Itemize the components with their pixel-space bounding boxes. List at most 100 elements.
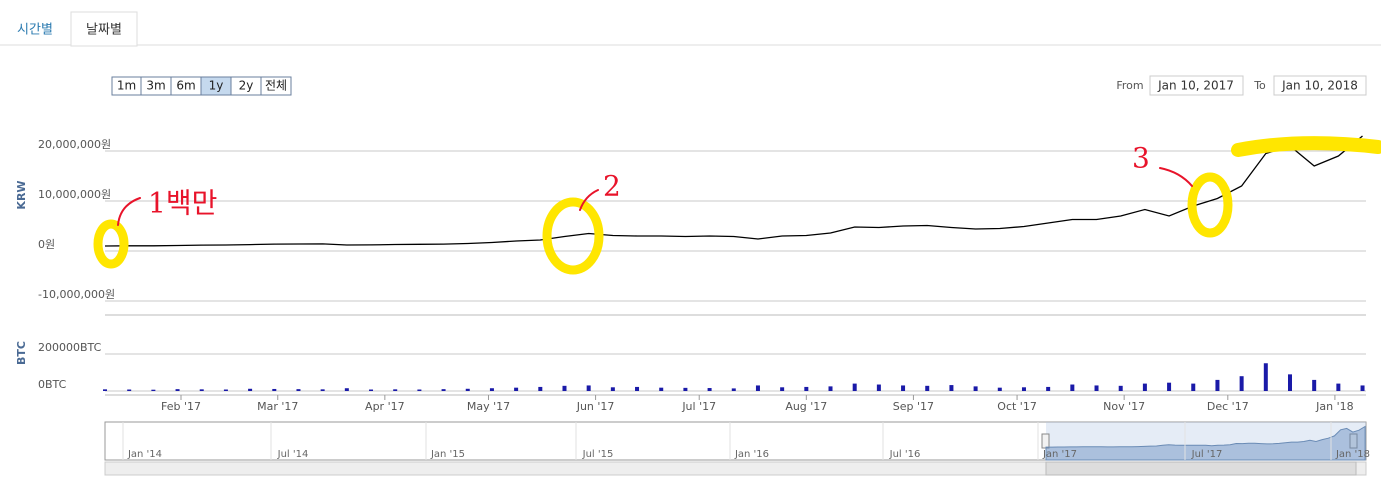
volume-bar <box>1046 386 1051 391</box>
volume-bar <box>1287 374 1292 391</box>
x-tick-label: Dec '17 <box>1207 400 1249 413</box>
x-tick-label: Nov '17 <box>1103 400 1145 413</box>
x-tick-label: Oct '17 <box>997 400 1037 413</box>
range-button-label[interactable]: 1y <box>209 79 224 93</box>
navigator-handle[interactable] <box>1349 433 1358 449</box>
volume-bar <box>417 389 422 391</box>
volume-bar <box>514 387 519 391</box>
navigator-label: Jul '14 <box>277 449 309 460</box>
volume-bar <box>876 384 881 391</box>
volume-bar <box>707 388 712 391</box>
range-button-label[interactable]: 1m <box>117 79 136 93</box>
range-button[interactable] <box>260 76 292 96</box>
volume-bar <box>248 388 253 391</box>
from-label: From <box>1116 79 1143 92</box>
volume-bar <box>151 389 156 391</box>
volume-bar <box>320 389 325 391</box>
navigator-label: Jan '15 <box>430 449 465 460</box>
tab[interactable]: 날짜별 <box>86 23 122 38</box>
volume-bar <box>538 386 543 391</box>
range-button-label[interactable]: 6m <box>176 79 195 93</box>
volume-bar <box>1118 385 1123 391</box>
navigator-handle[interactable] <box>1041 433 1050 449</box>
volume-bar <box>1239 376 1244 391</box>
volume-bar <box>804 386 809 391</box>
volume-bar <box>465 388 470 391</box>
x-tick-label: Mar '17 <box>257 400 298 413</box>
volume-bar <box>1360 385 1365 391</box>
scrollbar-thumb[interactable] <box>1045 461 1357 476</box>
annotation: 3 <box>1132 142 1150 175</box>
volume-bar <box>997 387 1002 391</box>
from-input[interactable] <box>1149 75 1244 96</box>
volume-bar <box>296 389 301 391</box>
volume-bar <box>1215 379 1220 391</box>
to-input[interactable] <box>1273 75 1367 96</box>
volume-bar <box>780 387 785 391</box>
tab[interactable]: 시간별 <box>17 23 53 38</box>
navigator-label: Jan '18 <box>1335 449 1370 460</box>
range-button-label[interactable]: 전체 <box>265 79 287 93</box>
y-tick-label: 0BTC <box>38 378 67 391</box>
price-line <box>104 135 1363 247</box>
volume-bar <box>659 387 664 391</box>
navigator-label: Jul '15 <box>582 449 614 460</box>
y-tick-label: 20,000,000원 <box>38 138 111 151</box>
y-tick-label: 10,000,000원 <box>38 188 111 201</box>
volume-bar <box>731 388 736 391</box>
highlight-circle <box>1187 172 1233 238</box>
to-label: To <box>1253 79 1266 92</box>
volume-bar <box>441 389 446 391</box>
volume-bar <box>489 388 494 391</box>
volume-bar <box>103 389 107 391</box>
range-button-label[interactable]: 2y <box>239 79 254 93</box>
volume-bar <box>1070 384 1075 391</box>
navigator-label: Jul '16 <box>889 449 921 460</box>
highlight-band <box>1231 136 1381 157</box>
y-tick-label: 0원 <box>38 238 55 251</box>
volume-bar <box>635 386 640 391</box>
y-tick-label: 200000BTC <box>38 341 102 354</box>
navigator[interactable] <box>104 421 1367 461</box>
to-date[interactable]: Jan 10, 2018 <box>1281 79 1358 93</box>
navigator-label: Jul '17 <box>1191 449 1223 460</box>
volume-bar <box>199 389 204 391</box>
volume-bar <box>1167 382 1172 391</box>
navigator-label: Jan '14 <box>127 449 162 460</box>
highlight-circle <box>93 219 129 269</box>
volume-bar <box>949 385 954 391</box>
annotation: 2 <box>603 170 621 203</box>
volume-bar <box>973 386 978 391</box>
volume-bar <box>610 387 615 391</box>
volume-bar <box>562 385 567 391</box>
x-tick-label: May '17 <box>467 400 510 413</box>
volume-bar <box>393 389 398 391</box>
volume-bar <box>1263 363 1268 391</box>
x-tick-label: Jul '17 <box>681 400 716 413</box>
annotation: 1백만 <box>148 187 217 220</box>
navigator-label: Jan '16 <box>734 449 769 460</box>
volume-bar <box>272 388 277 391</box>
volume-bar <box>925 385 930 391</box>
volume-bar <box>1312 379 1317 391</box>
x-tick-label: Apr '17 <box>365 400 405 413</box>
volume-bar <box>1191 383 1196 391</box>
x-tick-label: Feb '17 <box>161 400 201 413</box>
volume-bar <box>344 388 349 391</box>
volume-bar <box>1336 383 1341 391</box>
highlight-circle <box>542 197 604 275</box>
volume-bar <box>1142 383 1147 391</box>
volume-bar <box>1021 387 1026 391</box>
x-tick-label: Aug '17 <box>785 400 827 413</box>
from-date[interactable]: Jan 10, 2017 <box>1157 79 1234 93</box>
x-tick-label: Jun '17 <box>576 400 615 413</box>
volume-bar <box>828 386 833 391</box>
range-button-label[interactable]: 3m <box>146 79 165 93</box>
volume-bar <box>683 387 688 391</box>
y-axis-title: BTC <box>15 341 28 365</box>
navigator-area <box>1045 425 1366 461</box>
annotation-stroke <box>117 167 1193 226</box>
annotation-layer <box>93 136 1381 275</box>
